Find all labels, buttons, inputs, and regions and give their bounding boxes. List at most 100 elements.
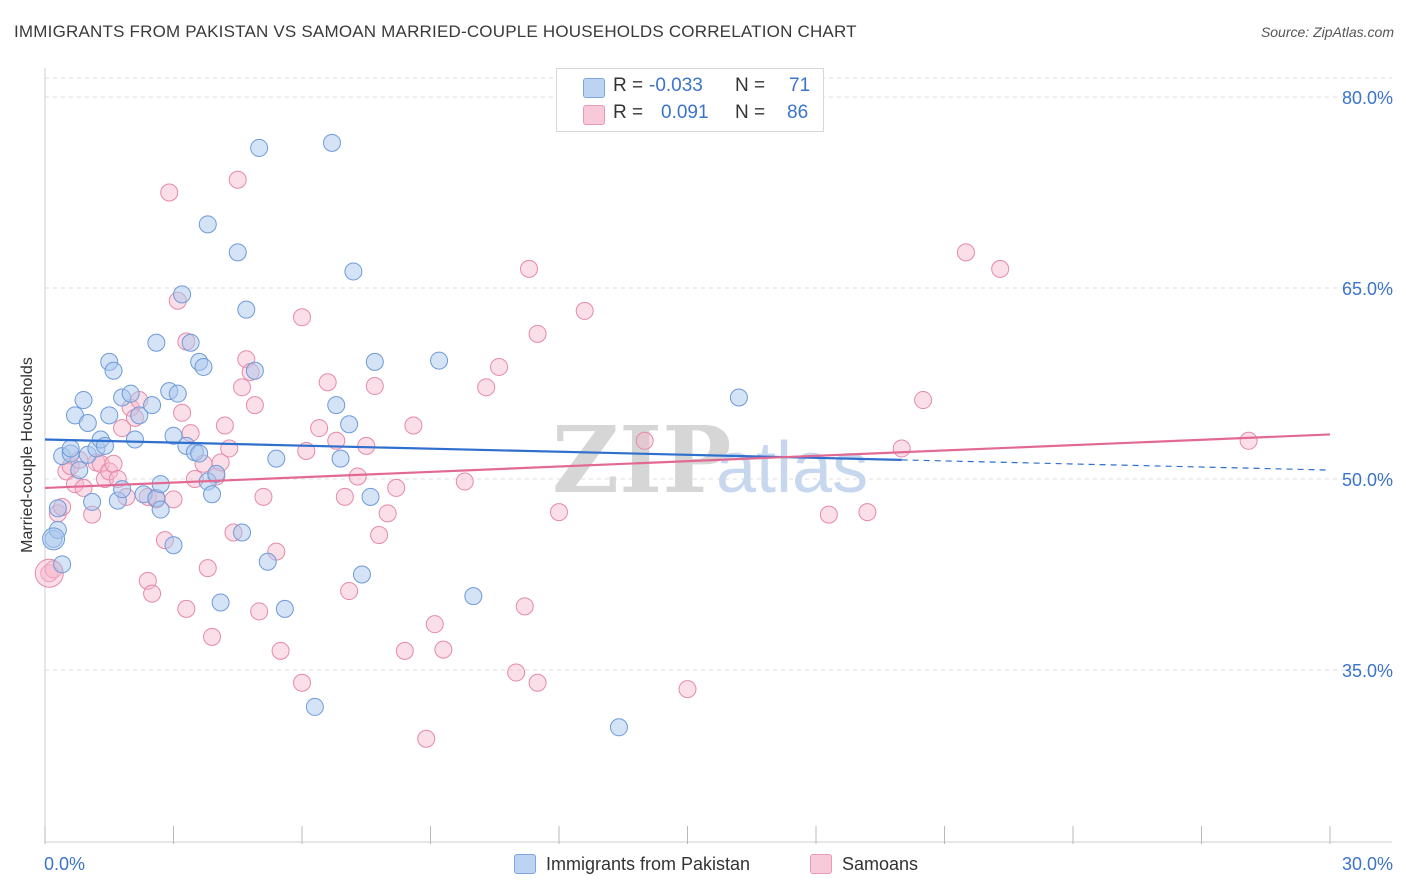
point-pakistan [250,138,269,157]
bottom-legend-label-pakistan: Immigrants from Pakistan [546,853,751,874]
point-samoans [233,378,252,397]
point-pakistan [125,430,144,449]
y-tick-label: 65.0% [1342,279,1393,299]
legend-r-label-2: R = [613,102,644,123]
point-samoans [293,308,311,327]
bottom-legend-swatch-pink [810,854,832,874]
point-samoans [528,673,547,692]
point-pakistan [305,697,324,716]
point-pakistan [113,480,132,499]
point-samoans [254,487,273,506]
point-samoans [160,183,179,202]
point-samoans [310,419,329,438]
series-samoans [34,170,1258,748]
point-pakistan [322,133,341,152]
point-samoans [173,403,192,422]
point-samoans [515,597,534,616]
point-pakistan [83,492,102,511]
point-samoans [819,505,838,524]
point-pakistan [164,426,183,445]
point-samoans [113,419,132,438]
y-tick-label: 35.0% [1342,661,1393,681]
point-samoans [434,640,453,659]
point-samoans [215,416,234,435]
legend-r-value-1: -0.033 [649,75,703,96]
legend-n-value-2: 86 [787,102,809,123]
point-samoans [228,170,247,189]
point-samoans [520,259,539,278]
legend-swatch-pink [583,105,605,125]
point-pakistan [430,351,449,370]
point-samoans [892,439,911,458]
point-samoans [198,559,217,578]
point-pakistan [327,396,346,415]
trend-line-samoans [44,433,1331,490]
point-samoans [507,663,526,682]
tick-labels: 35.0% 50.0% 65.0% 80.0% 0.0% 30.0% [44,88,1393,874]
point-pakistan [151,500,170,519]
bottom-legend-pakistan: Immigrants from Pakistan [514,852,750,876]
point-pakistan [361,487,380,506]
point-samoans [250,602,269,621]
point-pakistan [147,333,166,352]
y-axis-label: Married-couple Households [19,357,36,553]
point-pakistan [237,300,256,319]
point-samoans [340,582,359,601]
chart-title: IMMIGRANTS FROM PAKISTAN VS SAMOAN MARRI… [14,22,857,41]
point-samoans [293,673,311,692]
point-pakistan [173,285,192,304]
point-samoans [378,504,397,523]
bottom-legend-samoans: Samoans [810,852,918,876]
point-pakistan [48,499,67,518]
point-pakistan [198,215,217,234]
watermark: ZIP atlas [552,406,868,514]
point-samoans [417,729,436,748]
point-pakistan [190,444,209,463]
trend-line-pakistan-extension [901,459,1331,471]
point-samoans [914,391,933,410]
point-samoans [74,478,93,497]
point-samoans [365,377,384,396]
point-samoans [177,599,196,618]
point-pakistan [207,464,226,483]
point-pakistan [233,523,252,542]
point-pakistan [340,415,359,434]
correlation-legend: R = -0.033 N = 71 R = 0.091 N = 86 [556,68,824,132]
point-pakistan [78,413,97,432]
point-samoans [956,243,975,262]
point-pakistan [130,406,149,425]
point-pakistan [143,396,162,415]
point-samoans [991,259,1010,278]
point-samoans [143,584,162,603]
point-pakistan [181,333,200,352]
bottom-legend-label-samoans: Samoans [842,853,919,874]
point-pakistan [70,461,89,480]
point-pakistan [121,384,140,403]
legend-swatch-blue [583,78,605,98]
x-tick-label: 0.0% [44,854,85,874]
point-pakistan [228,243,247,262]
point-samoans [477,378,496,397]
point-samoans [104,454,123,473]
point-pakistan [164,536,183,555]
point-pakistan [245,361,264,380]
point-pakistan [194,357,213,376]
point-samoans [404,416,423,435]
point-samoans [455,472,474,491]
point-pakistan [275,599,294,618]
point-samoans [490,357,509,376]
legend-n-label-1: N = [735,75,766,96]
point-pakistan [168,384,187,403]
point-pakistan [203,485,222,504]
point-samoans [387,478,406,497]
x-tick-label: 30.0% [1342,854,1393,874]
point-samoans [245,396,264,415]
legend-r-label-1: R = [613,75,644,96]
point-pakistan [729,388,748,407]
point-samoans [575,301,594,320]
legend-n-label-2: N = [735,102,766,123]
point-samoans [550,503,568,522]
point-samoans [678,680,697,699]
point-pakistan [267,449,286,468]
